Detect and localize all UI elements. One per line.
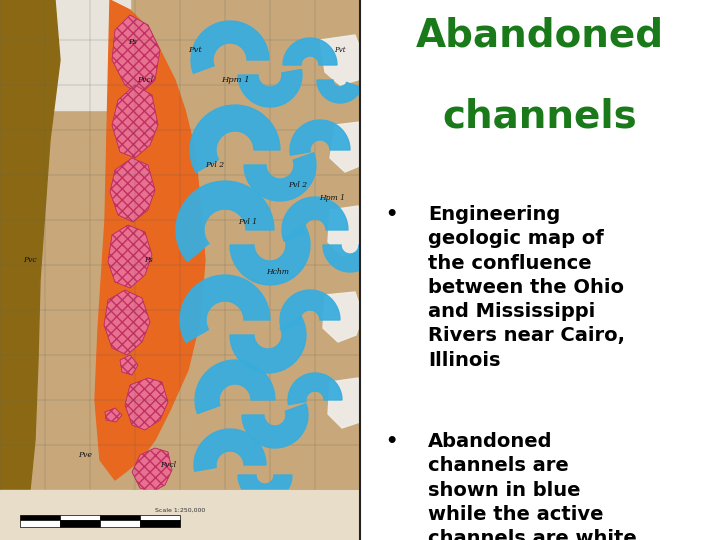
Polygon shape (238, 70, 302, 107)
Polygon shape (110, 158, 155, 222)
Polygon shape (244, 153, 316, 201)
Text: Pvl 2: Pvl 2 (289, 181, 307, 189)
Polygon shape (108, 225, 152, 288)
Polygon shape (330, 122, 368, 172)
Polygon shape (288, 373, 342, 404)
Polygon shape (176, 181, 274, 261)
Bar (60, 515, 100, 520)
Text: Scale 1:250,000: Scale 1:250,000 (155, 508, 205, 512)
Bar (0, 490, 360, 540)
Text: Pvcl: Pvcl (137, 76, 153, 84)
Text: Hpm 1: Hpm 1 (221, 76, 249, 84)
Bar (140, 520, 180, 527)
Polygon shape (120, 355, 138, 375)
Polygon shape (0, 0, 60, 490)
Text: Pve: Pve (78, 451, 92, 459)
Polygon shape (280, 290, 340, 330)
Bar (140, 515, 180, 520)
Polygon shape (132, 448, 172, 492)
Text: Pvl 2: Pvl 2 (205, 161, 225, 169)
Bar (60, 520, 100, 527)
Polygon shape (282, 197, 348, 241)
Polygon shape (328, 378, 366, 428)
Text: Pvt: Pvt (188, 46, 202, 54)
Polygon shape (112, 85, 158, 158)
Text: Pvl 1: Pvl 1 (238, 218, 258, 226)
Polygon shape (290, 120, 350, 155)
Polygon shape (194, 429, 266, 471)
Polygon shape (238, 475, 292, 502)
Text: Ps: Ps (127, 38, 136, 46)
Text: •: • (385, 432, 397, 451)
Text: Abandoned: Abandoned (416, 16, 664, 54)
Text: Pvcl: Pvcl (160, 461, 176, 469)
Polygon shape (195, 360, 275, 414)
Polygon shape (323, 292, 363, 342)
Text: Hpm 1: Hpm 1 (319, 194, 345, 202)
Polygon shape (125, 378, 168, 430)
Bar (100, 520, 140, 527)
Polygon shape (328, 206, 366, 256)
Text: channels: channels (443, 97, 637, 135)
Polygon shape (191, 21, 269, 73)
Bar (20, 520, 60, 527)
Polygon shape (323, 245, 377, 272)
Polygon shape (105, 408, 122, 422)
Polygon shape (95, 0, 205, 480)
Polygon shape (230, 225, 310, 285)
Text: Hchm: Hchm (266, 268, 289, 276)
Text: Engineering
geologic map of
the confluence
between the Ohio
and Mississippi
Rive: Engineering geologic map of the confluen… (428, 205, 626, 370)
Text: Abandoned
channels are
shown in blue
while the active
channels are white: Abandoned channels are shown in blue whi… (428, 432, 637, 540)
Polygon shape (230, 316, 306, 373)
Text: •: • (385, 205, 397, 224)
Bar (0, 0, 130, 110)
Bar (20, 515, 60, 520)
Text: Pvt: Pvt (334, 46, 346, 54)
Polygon shape (317, 80, 361, 103)
Polygon shape (320, 35, 365, 85)
Polygon shape (242, 404, 308, 448)
Polygon shape (283, 38, 337, 65)
Polygon shape (190, 105, 280, 172)
Polygon shape (112, 15, 160, 95)
Polygon shape (180, 275, 270, 342)
Text: Ps: Ps (143, 256, 153, 264)
Polygon shape (104, 290, 150, 355)
Text: Pvc: Pvc (23, 256, 37, 264)
Bar (100, 515, 140, 520)
Bar (0, 490, 130, 540)
